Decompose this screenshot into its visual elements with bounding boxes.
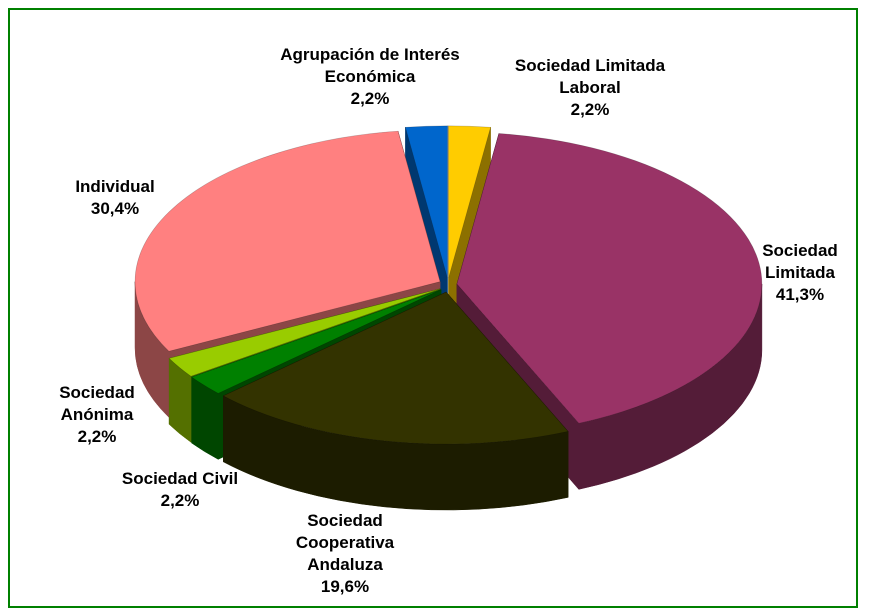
slice	[448, 125, 491, 278]
slice-value: 41,3%	[775, 285, 825, 304]
slice-value: 19,6%	[320, 577, 370, 596]
slice	[405, 125, 448, 278]
slice-name: Sociedad Limitada	[762, 241, 838, 282]
slice-value: 2,2%	[160, 491, 200, 510]
chart-frame	[8, 8, 858, 608]
slice-name: Individual	[75, 177, 155, 196]
slice-label: Individual 30,4%	[20, 176, 210, 220]
slice-value: 2,2%	[350, 89, 390, 108]
slice	[134, 130, 441, 352]
slice-label: Agrupación de Interés Económica 2,2%	[280, 44, 460, 110]
slice-value: 30,4%	[90, 199, 140, 218]
slice-label: Sociedad Civil 2,2%	[85, 468, 275, 512]
slice-name: Sociedad Anónima	[59, 383, 135, 424]
slice	[456, 133, 763, 424]
slice-name: Agrupación de Interés Económica	[280, 45, 460, 86]
slice-label: Sociedad Anónima 2,2%	[42, 382, 152, 448]
slice-label: Sociedad Cooperativa Andaluza 19,6%	[275, 510, 415, 598]
slice	[191, 289, 442, 394]
slice-name: Sociedad Limitada Laboral	[514, 56, 666, 97]
slice	[222, 291, 569, 445]
slice-label: Sociedad Limitada 41,3%	[745, 240, 855, 306]
slice-value: 2,2%	[570, 100, 610, 119]
slice-name: Sociedad Civil	[121, 469, 239, 488]
slice-label: Sociedad Limitada Laboral 2,2%	[500, 55, 680, 121]
slice-value: 2,2%	[77, 427, 117, 446]
slice	[168, 288, 441, 377]
slice-name: Sociedad Cooperativa Andaluza	[295, 511, 395, 574]
